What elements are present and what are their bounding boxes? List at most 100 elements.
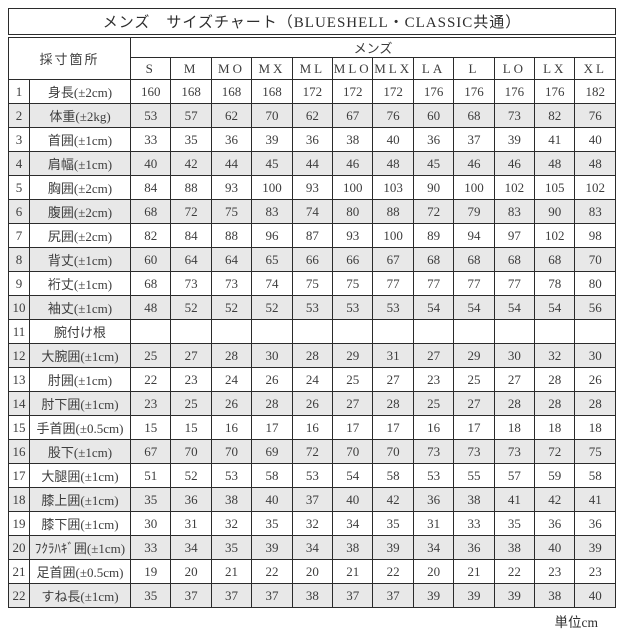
row-number: 3 bbox=[8, 127, 30, 152]
size-value-cell: 38 bbox=[534, 583, 576, 608]
size-value-cell: 88 bbox=[170, 175, 212, 200]
table-row: 10 袖丈(±1cm) 48 52 52 52 53 53 53 54 54 54 54 56 bbox=[8, 295, 616, 320]
size-value-cell: 17 bbox=[251, 415, 293, 440]
size-value-cell: 18 bbox=[493, 415, 536, 440]
size-value-cell: 69 bbox=[251, 439, 293, 464]
size-value-cell: 23 bbox=[534, 559, 576, 584]
size-value-cell: 37 bbox=[291, 487, 334, 512]
size-value-cell: 28 bbox=[493, 391, 536, 416]
size-value-cell: 28 bbox=[291, 343, 334, 368]
size-value-cell: 37 bbox=[453, 127, 495, 152]
size-value-cell: 88 bbox=[372, 199, 414, 224]
size-value-cell: 57 bbox=[493, 463, 536, 488]
size-value-cell: 37 bbox=[210, 583, 253, 608]
size-value-cell: 70 bbox=[210, 439, 253, 464]
row-number: 1 bbox=[8, 79, 30, 104]
size-value-cell: 22 bbox=[372, 559, 414, 584]
size-value-cell bbox=[332, 319, 374, 344]
size-value-cell: 53 bbox=[412, 463, 455, 488]
size-value-cell: 39 bbox=[251, 535, 293, 560]
measurement-label: 肘囲(±1cm) bbox=[28, 367, 132, 392]
size-value-cell: 52 bbox=[251, 295, 293, 320]
size-value-cell: 70 bbox=[251, 103, 293, 128]
size-value-cell: 98 bbox=[574, 223, 616, 248]
size-value-cell: 39 bbox=[412, 583, 455, 608]
size-value-cell: 32 bbox=[534, 343, 576, 368]
size-value-cell: 168 bbox=[251, 79, 293, 104]
table-row: 18 膝上囲(±1cm) 35 36 38 40 37 40 42 36 38 41 42 41 bbox=[8, 487, 616, 512]
size-value-cell: 41 bbox=[493, 487, 536, 512]
table-row: 3 首囲(±1cm) 33 35 36 39 36 38 40 36 37 39 41 40 bbox=[8, 127, 616, 152]
size-column-header: MX bbox=[251, 57, 293, 80]
size-value-cell: 42 bbox=[534, 487, 576, 512]
row-number: 11 bbox=[8, 319, 30, 344]
size-value-cell: 29 bbox=[332, 343, 374, 368]
size-value-cell: 27 bbox=[412, 343, 455, 368]
size-value-cell: 64 bbox=[210, 247, 253, 272]
size-value-cell bbox=[170, 319, 212, 344]
size-value-cell: 46 bbox=[493, 151, 536, 176]
measurement-label: 膝上囲(±1cm) bbox=[28, 487, 132, 512]
size-value-cell: 28 bbox=[534, 367, 576, 392]
size-value-cell: 73 bbox=[453, 439, 495, 464]
table-row: 16 股下(±1cm) 67 70 70 69 72 70 70 73 73 73 72 75 bbox=[8, 439, 616, 464]
size-value-cell: 36 bbox=[291, 127, 334, 152]
size-value-cell: 53 bbox=[130, 103, 172, 128]
size-value-cell: 26 bbox=[291, 391, 334, 416]
table-row: 17 大腿囲(±1cm) 51 52 53 58 53 54 58 53 55 57 59 58 bbox=[8, 463, 616, 488]
size-value-cell: 67 bbox=[332, 103, 374, 128]
size-value-cell bbox=[453, 319, 495, 344]
size-value-cell: 82 bbox=[130, 223, 172, 248]
size-value-cell: 68 bbox=[412, 247, 455, 272]
size-value-cell: 72 bbox=[534, 439, 576, 464]
size-value-cell: 38 bbox=[493, 535, 536, 560]
size-value-cell: 75 bbox=[291, 271, 334, 296]
measurement-location-header: 採寸箇所 bbox=[7, 37, 132, 80]
row-number: 21 bbox=[8, 559, 30, 584]
size-value-cell: 40 bbox=[251, 487, 293, 512]
size-value-cell: 176 bbox=[493, 79, 536, 104]
size-value-cell: 37 bbox=[372, 583, 414, 608]
row-number: 19 bbox=[8, 511, 30, 536]
size-value-cell: 73 bbox=[493, 439, 536, 464]
size-value-cell: 77 bbox=[412, 271, 455, 296]
size-value-cell: 35 bbox=[210, 535, 253, 560]
size-value-cell: 54 bbox=[453, 295, 495, 320]
table-row: 14 肘下囲(±1cm) 23 25 26 28 26 27 28 25 27 28 28 28 bbox=[8, 391, 616, 416]
size-value-cell: 18 bbox=[574, 415, 616, 440]
measurement-label: 胸囲(±2cm) bbox=[28, 175, 132, 200]
size-column-header: MLX bbox=[372, 57, 414, 80]
size-value-cell: 67 bbox=[130, 439, 172, 464]
size-value-cell: 25 bbox=[170, 391, 212, 416]
size-value-cell: 26 bbox=[210, 391, 253, 416]
measurement-label: 手首囲(±0.5cm) bbox=[28, 415, 132, 440]
size-value-cell: 37 bbox=[251, 583, 293, 608]
row-number: 9 bbox=[8, 271, 30, 296]
size-value-cell: 65 bbox=[251, 247, 293, 272]
measurement-label: 尻囲(±2cm) bbox=[28, 223, 132, 248]
size-value-cell: 41 bbox=[574, 487, 616, 512]
size-value-cell: 20 bbox=[291, 559, 334, 584]
size-value-cell: 83 bbox=[251, 199, 293, 224]
size-value-cell: 52 bbox=[210, 295, 253, 320]
size-value-cell: 23 bbox=[130, 391, 172, 416]
size-value-cell: 36 bbox=[574, 511, 616, 536]
row-number: 12 bbox=[8, 343, 30, 368]
size-value-cell: 44 bbox=[291, 151, 334, 176]
size-value-cell: 100 bbox=[332, 175, 374, 200]
size-value-cell: 40 bbox=[534, 535, 576, 560]
table-row: 22 すね長(±1cm) 35 37 37 37 38 37 37 39 39 39 38 40 bbox=[8, 583, 616, 608]
row-number: 22 bbox=[8, 583, 30, 608]
size-value-cell: 35 bbox=[251, 511, 293, 536]
row-number: 4 bbox=[8, 151, 30, 176]
measurement-label: 背丈(±1cm) bbox=[28, 247, 132, 272]
row-number: 5 bbox=[8, 175, 30, 200]
size-value-cell: 76 bbox=[372, 103, 414, 128]
table-row: 6 腹囲(±2cm) 68 72 75 83 74 80 88 72 79 83 90 83 bbox=[8, 199, 616, 224]
size-value-cell: 68 bbox=[130, 199, 172, 224]
size-value-cell bbox=[130, 319, 172, 344]
size-value-cell: 28 bbox=[372, 391, 414, 416]
size-value-cell: 102 bbox=[534, 223, 576, 248]
measurement-label: 肩幅(±1cm) bbox=[28, 151, 132, 176]
size-value-cell: 30 bbox=[574, 343, 616, 368]
